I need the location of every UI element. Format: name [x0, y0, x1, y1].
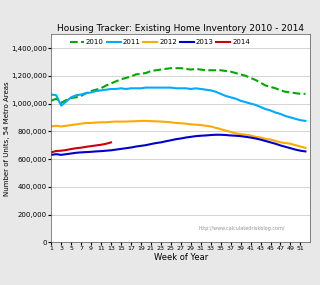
2014	[49, 151, 53, 154]
2014	[94, 144, 98, 147]
2011	[209, 89, 212, 92]
2012	[144, 119, 148, 123]
Legend: 2010, 2011, 2012, 2013, 2014: 2010, 2011, 2012, 2013, 2014	[68, 38, 252, 46]
2010	[214, 69, 218, 72]
2012	[69, 123, 73, 127]
2013	[204, 134, 208, 137]
2012	[219, 127, 223, 131]
2014	[99, 143, 103, 146]
2012	[303, 146, 307, 150]
2011	[303, 119, 307, 123]
2014	[64, 148, 68, 152]
2010	[194, 67, 198, 71]
2013	[49, 153, 53, 156]
2011	[69, 95, 73, 99]
Title: Housing Tracker: Existing Home Inventory 2010 - 2014: Housing Tracker: Existing Home Inventory…	[57, 25, 304, 33]
2012	[174, 121, 178, 125]
2013	[303, 150, 307, 153]
2013	[139, 144, 143, 148]
2012	[289, 142, 292, 145]
2010	[144, 71, 148, 75]
2011	[219, 92, 223, 95]
2012	[49, 125, 53, 128]
2010	[59, 101, 63, 105]
2013	[219, 133, 223, 137]
2011	[144, 86, 148, 89]
2012	[139, 119, 143, 123]
2011	[289, 116, 292, 119]
2013	[169, 139, 173, 142]
2010	[169, 66, 173, 70]
2014	[79, 146, 83, 149]
2010	[224, 69, 228, 73]
2014	[59, 149, 63, 152]
2014	[104, 142, 108, 145]
Line: 2013: 2013	[51, 135, 305, 155]
Line: 2010: 2010	[51, 68, 305, 103]
Text: http://www.calculatedriskblog.com/: http://www.calculatedriskblog.com/	[199, 226, 285, 231]
2011	[174, 87, 178, 90]
2010	[49, 99, 53, 103]
Y-axis label: Number of Units, 54 Metro Areas: Number of Units, 54 Metro Areas	[4, 81, 10, 196]
2014	[84, 145, 88, 148]
Line: 2011: 2011	[51, 87, 305, 121]
2014	[54, 149, 58, 153]
2011	[49, 93, 53, 96]
2010	[179, 66, 183, 70]
2013	[289, 146, 292, 150]
Line: 2012: 2012	[51, 121, 305, 148]
2014	[89, 144, 93, 148]
2012	[209, 125, 212, 128]
2011	[139, 87, 143, 90]
2014	[69, 147, 73, 151]
2010	[303, 92, 307, 95]
2013	[69, 152, 73, 155]
Line: 2014: 2014	[51, 142, 111, 152]
2010	[74, 95, 78, 99]
2013	[214, 133, 218, 137]
2014	[74, 146, 78, 150]
2014	[109, 141, 113, 144]
X-axis label: Week of Year: Week of Year	[154, 253, 208, 262]
